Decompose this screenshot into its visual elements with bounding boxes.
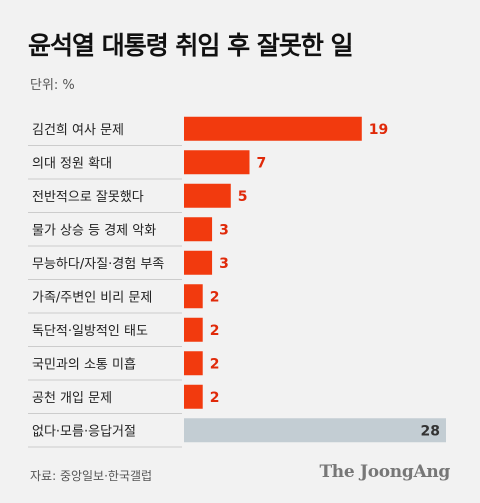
- value-label: 3: [219, 256, 229, 272]
- value-label: 2: [210, 390, 220, 406]
- category-label: 독단적·일방적인 태도: [32, 324, 148, 339]
- category-label: 가족/주변인 비리 문제: [32, 290, 152, 305]
- category-label: 물가 상승 등 경제 악화: [32, 223, 156, 238]
- bar: [184, 384, 203, 409]
- bar: [184, 217, 213, 242]
- value-label: 2: [210, 356, 220, 372]
- bar: [184, 284, 203, 309]
- bar: [184, 250, 213, 275]
- value-label: 5: [238, 189, 248, 205]
- bar: [184, 150, 250, 175]
- bar: [184, 351, 203, 376]
- brand-logo: The JoongAng: [319, 462, 450, 482]
- value-label: 19: [369, 122, 388, 138]
- category-label: 무능하다/자질·경험 부족: [32, 257, 164, 272]
- unit-label: 단위: %: [30, 78, 75, 93]
- bar: [184, 183, 231, 208]
- chart-title: 윤석열 대통령 취임 후 잘못한 일: [28, 31, 354, 60]
- value-label: 2: [210, 323, 220, 339]
- source-note: 자료: 중앙일보·한국갤럽: [30, 469, 153, 483]
- category-label: 김건희 여사 문제: [32, 123, 124, 138]
- category-label: 공천 개입 문제: [32, 391, 112, 406]
- category-label: 없다·모름·응답거절: [32, 424, 136, 439]
- value-label: 7: [257, 155, 267, 171]
- value-label: 28: [421, 423, 440, 439]
- category-label: 의대 정원 확대: [32, 156, 112, 171]
- value-label: 3: [219, 222, 229, 238]
- bar: [184, 116, 362, 141]
- bar: [184, 418, 446, 443]
- category-label: 전반적으로 잘못했다: [32, 189, 144, 205]
- category-label: 국민과의 소통 미흡: [32, 357, 136, 372]
- value-label: 2: [210, 289, 220, 305]
- bar: [184, 317, 203, 342]
